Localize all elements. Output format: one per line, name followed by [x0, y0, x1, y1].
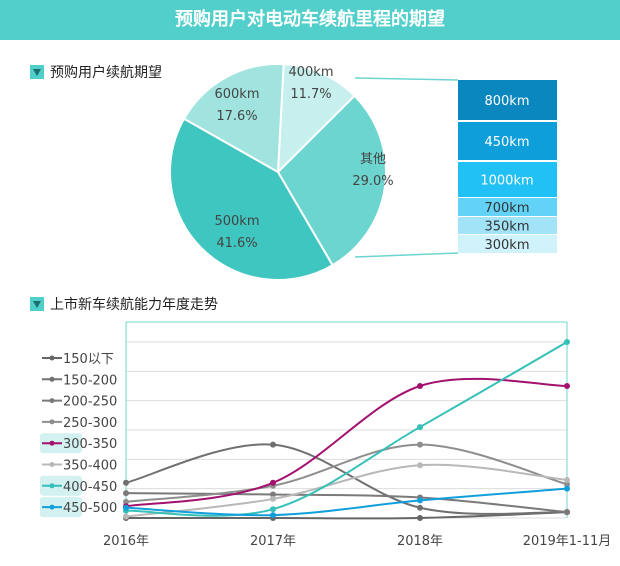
triangle-icon — [30, 297, 44, 311]
pie-slice-600km — [182, 63, 285, 174]
x-tick-label: 2018年 — [397, 534, 443, 549]
pie-slice-其他 — [276, 94, 387, 267]
breakdown-label: 1000km — [480, 174, 533, 189]
data-point — [564, 383, 570, 389]
data-point — [417, 441, 423, 448]
data-point — [417, 462, 423, 469]
series-line-250-300 — [125, 443, 568, 503]
legend-label: 350-400 — [63, 459, 117, 474]
slice-label: 400km — [288, 65, 333, 80]
triangle-icon — [30, 65, 44, 79]
breakdown-box-300km — [458, 235, 557, 253]
series-line-350-400 — [125, 463, 568, 518]
series-line-300-350 — [125, 377, 568, 508]
x-tick-label: 2017年 — [250, 534, 296, 549]
legend-label: 400-450 — [63, 480, 117, 495]
slice-percent: 17.6% — [216, 109, 257, 124]
section-header-expectation: 预购用户续航期望 — [30, 62, 162, 82]
breakdown-box-800km — [458, 80, 557, 120]
legend-marker — [49, 355, 55, 361]
breakdown-label: 800km — [484, 94, 529, 109]
slice-label: 其他 — [360, 152, 386, 167]
data-point — [270, 512, 276, 519]
breakdown-box-350km — [458, 217, 557, 234]
pie-slice-400km — [276, 63, 356, 175]
data-point — [123, 479, 129, 486]
series-line-150以下 — [126, 511, 568, 520]
legend-label: 200-250 — [63, 395, 117, 410]
breakdown-box-700km — [458, 198, 557, 216]
legend-label: 450-500 — [63, 501, 117, 516]
data-point — [417, 504, 423, 511]
data-point — [123, 513, 129, 520]
data-point — [564, 476, 570, 483]
section-title: 预购用户续航期望 — [50, 65, 162, 81]
slice-percent: 11.7% — [290, 87, 331, 102]
data-point — [270, 495, 276, 502]
data-point — [270, 491, 276, 498]
pie-slice-500km — [169, 117, 334, 281]
x-tick-label: 2016年 — [103, 534, 149, 549]
series-line-200-250 — [125, 492, 568, 514]
slice-percent: 41.6% — [216, 236, 257, 251]
connector-line — [354, 77, 459, 81]
data-point — [270, 506, 276, 513]
legend-label: 300-350 — [63, 437, 117, 452]
breakdown-label: 700km — [484, 201, 529, 216]
legend-label: 150-200 — [63, 373, 117, 388]
section-header-trend: 上市新车续航能力年度走势 — [30, 294, 218, 314]
data-point — [270, 441, 276, 448]
data-point — [564, 481, 570, 488]
data-point — [417, 515, 423, 521]
legend-label: 150以下 — [63, 352, 114, 367]
data-point — [564, 339, 570, 345]
slice-label: 600km — [214, 87, 259, 102]
legend-label: 250-300 — [63, 416, 117, 431]
breakdown-label: 300km — [484, 238, 529, 253]
data-point — [417, 383, 423, 389]
slice-percent: 29.0% — [352, 174, 393, 189]
data-point — [564, 485, 570, 492]
data-point — [417, 497, 423, 504]
legend-marker — [49, 483, 55, 489]
x-tick-label: 2019年1-11月 — [523, 534, 612, 549]
breakdown-label: 450km — [484, 135, 529, 150]
data-point — [123, 504, 129, 511]
series-line-450-500 — [125, 487, 568, 517]
connector-line — [354, 252, 459, 258]
page-title: 预购用户对电动车续航里程的期望 — [0, 0, 620, 40]
data-point — [270, 479, 276, 486]
series-line-400-450 — [125, 341, 568, 517]
data-point — [123, 498, 129, 505]
legend-marker — [49, 462, 55, 467]
breakdown-box-1000km — [458, 162, 557, 197]
legend-marker — [49, 376, 55, 382]
legend-marker — [49, 419, 55, 425]
breakdown-box-450km — [458, 122, 557, 160]
legend-marker — [49, 440, 55, 446]
legend-marker — [49, 398, 55, 404]
slice-label: 500km — [214, 214, 259, 229]
data-point — [123, 490, 129, 497]
breakdown-label: 350km — [484, 220, 529, 235]
legend-marker — [49, 504, 55, 510]
section-title: 上市新车续航能力年度走势 — [50, 297, 218, 313]
data-point — [417, 424, 423, 431]
data-point — [564, 509, 570, 516]
